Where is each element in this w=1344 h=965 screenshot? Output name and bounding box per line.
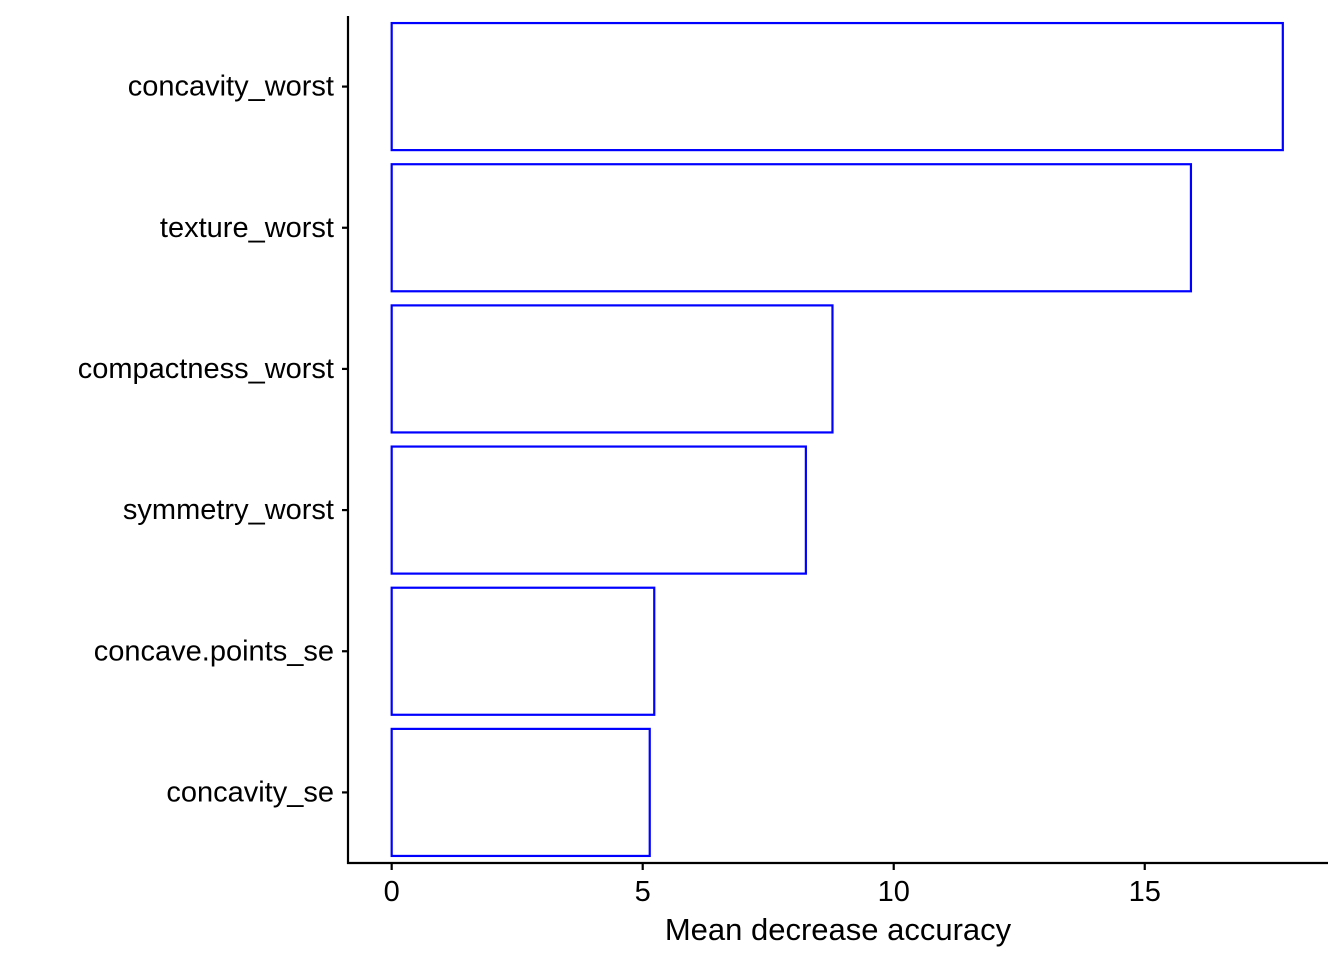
bar-texture-worst bbox=[390, 163, 1193, 293]
bar-symmetry-worst bbox=[390, 445, 807, 575]
bar-compactness-worst bbox=[390, 304, 834, 434]
y-tick-label: concavity_se bbox=[166, 776, 334, 808]
y-tick-label: symmetry_worst bbox=[123, 494, 334, 526]
y-axis: concavity_worst texture_worst compactness_… bbox=[78, 16, 350, 864]
y-tick-label: texture_worst bbox=[160, 212, 334, 244]
bars-layer bbox=[390, 21, 1284, 858]
y-tick-label: compactness_worst bbox=[78, 353, 334, 385]
x-tick-label: 0 bbox=[384, 876, 400, 908]
bar-concavity-worst bbox=[390, 21, 1284, 152]
x-tick-label: 15 bbox=[1129, 876, 1161, 908]
x-axis: 0 5 10 15 bbox=[347, 861, 1328, 908]
x-tick-label: 5 bbox=[635, 876, 651, 908]
y-tick-label: concavity_worst bbox=[128, 71, 334, 103]
x-axis-title: Mean decrease accuracy bbox=[665, 912, 1012, 947]
bar-concave-points-se bbox=[390, 586, 656, 716]
x-tick-label: 10 bbox=[878, 876, 910, 908]
y-tick-label: concave.points_se bbox=[94, 635, 334, 667]
bar-concavity-se bbox=[390, 727, 651, 858]
